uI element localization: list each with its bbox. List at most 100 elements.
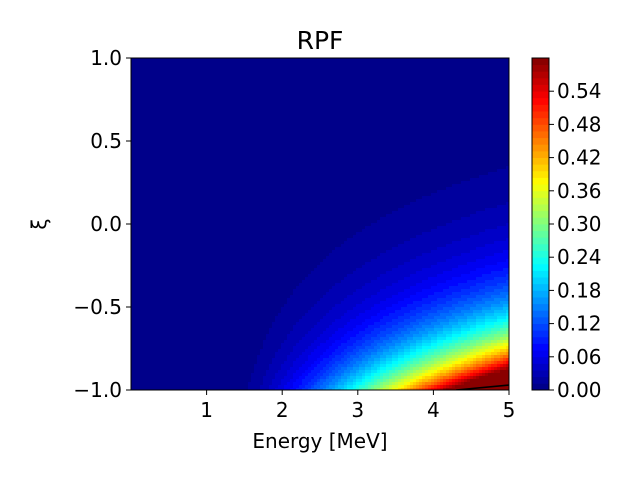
heatmap-cell bbox=[488, 289, 492, 293]
heatmap-cell bbox=[410, 262, 414, 266]
heatmap-cell bbox=[413, 235, 417, 239]
heatmap-cell bbox=[500, 196, 504, 200]
heatmap-cell bbox=[407, 280, 411, 284]
heatmap-cell bbox=[344, 289, 348, 293]
heatmap-cell bbox=[377, 382, 381, 386]
heatmap-cell bbox=[314, 304, 318, 308]
heatmap-cell bbox=[362, 229, 366, 233]
heatmap-cell bbox=[449, 259, 453, 263]
heatmap-cell bbox=[428, 325, 432, 329]
heatmap-cell bbox=[476, 388, 480, 390]
heatmap-cell bbox=[479, 373, 483, 377]
heatmap-cell bbox=[464, 325, 468, 329]
heatmap-cell bbox=[380, 226, 384, 230]
heatmap-cell bbox=[497, 274, 501, 278]
heatmap-cell bbox=[410, 268, 414, 272]
heatmap-cell bbox=[464, 310, 468, 314]
y-tick-label: −1.0 bbox=[73, 378, 122, 402]
heatmap-cell bbox=[482, 268, 486, 272]
heatmap-cell bbox=[461, 292, 465, 296]
heatmap-cell bbox=[275, 376, 279, 380]
heatmap-cell bbox=[455, 289, 459, 293]
heatmap-cell bbox=[434, 358, 438, 362]
heatmap-cell bbox=[446, 283, 450, 287]
heatmap-cell bbox=[479, 298, 483, 302]
heatmap-cell bbox=[356, 241, 360, 245]
heatmap-cell bbox=[503, 373, 507, 377]
heatmap-cell bbox=[323, 340, 327, 344]
heatmap-cell bbox=[380, 262, 384, 266]
heatmap-cell bbox=[353, 307, 357, 311]
heatmap-cell bbox=[428, 349, 432, 353]
heatmap-cell bbox=[473, 322, 477, 326]
heatmap-cell bbox=[290, 364, 294, 368]
heatmap-cell bbox=[458, 316, 462, 320]
heatmap-cell bbox=[347, 262, 351, 266]
heatmap-cell bbox=[449, 277, 453, 281]
heatmap-cell bbox=[395, 388, 399, 390]
heatmap-cell bbox=[359, 310, 363, 314]
heatmap-cell bbox=[305, 280, 309, 284]
heatmap-cell bbox=[488, 364, 492, 368]
heatmap-cell bbox=[503, 289, 507, 293]
heatmap-cell bbox=[347, 325, 351, 329]
heatmap-cell bbox=[434, 337, 438, 341]
heatmap-cell bbox=[332, 295, 336, 299]
heatmap-cell bbox=[464, 265, 468, 269]
heatmap-cell bbox=[344, 340, 348, 344]
heatmap-cell bbox=[437, 370, 441, 374]
heatmap-cell bbox=[428, 286, 432, 290]
heatmap-cell bbox=[329, 280, 333, 284]
heatmap-cell bbox=[464, 334, 468, 338]
heatmap-cell bbox=[380, 370, 384, 374]
heatmap-cell bbox=[362, 292, 366, 296]
heatmap-cell bbox=[458, 199, 462, 203]
heatmap-cell bbox=[491, 292, 495, 296]
heatmap-cell bbox=[368, 283, 372, 287]
heatmap-cell bbox=[269, 367, 273, 371]
heatmap-cell bbox=[281, 334, 285, 338]
heatmap-cell bbox=[365, 334, 369, 338]
heatmap-cell bbox=[437, 328, 441, 332]
heatmap-cell bbox=[407, 388, 411, 390]
heatmap-cell bbox=[452, 253, 456, 257]
colorbar-band bbox=[532, 124, 549, 132]
y-tick-label: 1.0 bbox=[90, 46, 122, 70]
heatmap-cell bbox=[425, 340, 429, 344]
heatmap-cell bbox=[440, 244, 444, 248]
heatmap-cell bbox=[434, 349, 438, 353]
heatmap-cell bbox=[317, 355, 321, 359]
heatmap-cell bbox=[425, 292, 429, 296]
heatmap-cell bbox=[494, 241, 498, 245]
heatmap-cell bbox=[434, 340, 438, 344]
heatmap-cell bbox=[269, 340, 273, 344]
heatmap-cell bbox=[383, 388, 387, 390]
heatmap-cell bbox=[434, 274, 438, 278]
heatmap-cell bbox=[392, 292, 396, 296]
heatmap-cell bbox=[386, 313, 390, 317]
heatmap-cell bbox=[401, 244, 405, 248]
heatmap-cell bbox=[398, 277, 402, 281]
heatmap-cell bbox=[431, 340, 435, 344]
heatmap-cell bbox=[434, 259, 438, 263]
heatmap-cell bbox=[488, 268, 492, 272]
heatmap-cell bbox=[350, 355, 354, 359]
heatmap-cell bbox=[395, 364, 399, 368]
heatmap-cell bbox=[356, 361, 360, 365]
heatmap-cell bbox=[347, 385, 351, 389]
heatmap-cell bbox=[497, 175, 501, 179]
heatmap-cell bbox=[389, 271, 393, 275]
heatmap-cell bbox=[440, 298, 444, 302]
heatmap-cell bbox=[434, 244, 438, 248]
heatmap-field bbox=[131, 58, 509, 390]
heatmap-cell bbox=[308, 295, 312, 299]
heatmap-cell bbox=[362, 319, 366, 323]
heatmap-cell bbox=[407, 253, 411, 257]
heatmap-cell bbox=[392, 385, 396, 389]
heatmap-cell bbox=[401, 355, 405, 359]
heatmap-cell bbox=[356, 238, 360, 242]
heatmap-cell bbox=[437, 292, 441, 296]
heatmap-cell bbox=[497, 211, 501, 215]
heatmap-cell bbox=[419, 211, 423, 215]
heatmap-cell bbox=[458, 328, 462, 332]
